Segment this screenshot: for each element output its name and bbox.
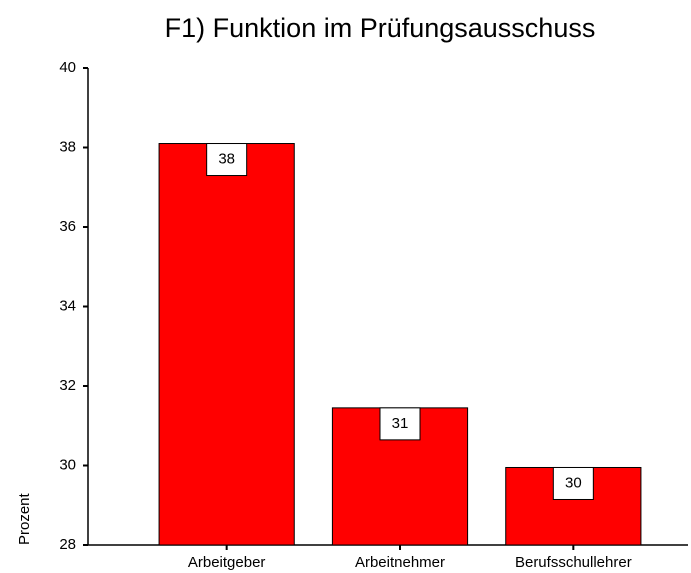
x-tick-label: Arbeitgeber: [188, 554, 266, 571]
y-tick-label: 40: [59, 59, 76, 76]
value-label: 30: [565, 474, 582, 491]
value-label: 31: [392, 415, 409, 432]
chart-title: F1) Funktion im Prüfungsausschuss: [165, 13, 596, 43]
y-tick-label: 36: [59, 218, 76, 235]
y-tick-label: 30: [59, 456, 76, 473]
value-label-box: [552, 466, 594, 500]
x-tick-label: Arbeitnehmer: [355, 554, 445, 571]
bar: [158, 143, 295, 546]
y-tick-label: 38: [59, 138, 76, 155]
y-tick-label: 34: [59, 297, 76, 314]
y-axis-label: Prozent: [16, 492, 33, 545]
value-label-box: [379, 407, 421, 441]
x-tick-label: Berufsschullehrer: [515, 554, 632, 571]
y-tick-label: 32: [59, 377, 76, 394]
y-tick-label: 28: [59, 536, 76, 553]
value-label: 38: [218, 150, 235, 167]
value-label-box: [206, 143, 248, 177]
